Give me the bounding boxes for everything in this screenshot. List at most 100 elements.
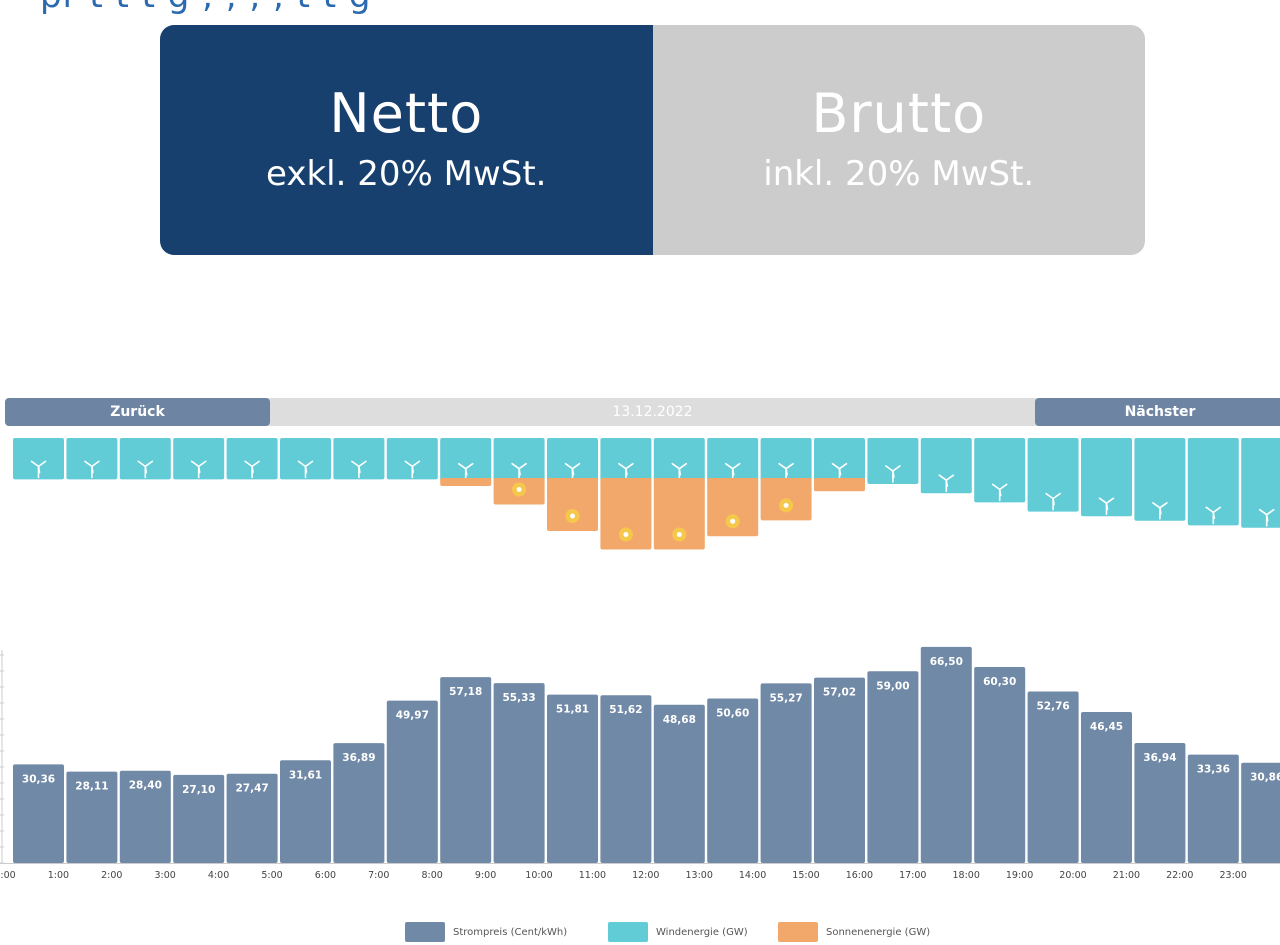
wind-bar[interactable] [226,438,278,480]
legend-swatch-price [405,922,445,942]
wind-bar[interactable] [814,438,865,482]
price-bar[interactable] [1134,742,1186,863]
price-bar[interactable] [814,677,865,863]
wind-bar[interactable] [867,438,919,484]
price-data-label: 28,11 [75,781,108,793]
x-tick-label: 6:00 [315,870,336,881]
wind-turbine-icon [297,460,314,479]
price-bar[interactable] [920,646,972,863]
price-bar[interactable] [440,677,492,863]
page-heading: pr t t t g , , , , t t g [40,0,372,16]
price-bar[interactable] [1081,712,1132,863]
price-bar[interactable] [386,700,438,863]
price-data-label: 57,18 [449,686,482,698]
wind-bar[interactable] [1187,438,1239,526]
brutto-option[interactable]: Brutto inkl. 20% MwSt. [652,25,1145,255]
price-bar[interactable] [547,694,598,863]
wind-bar[interactable] [1027,438,1079,512]
sun-icon [565,509,580,523]
wind-bar[interactable] [386,438,438,480]
price-data-label: 60,30 [983,676,1016,688]
wind-turbine-icon [1098,497,1115,515]
price-data-label: 33,36 [1197,764,1230,776]
wind-turbine-icon [885,465,901,483]
legend-swatch-wind [608,922,648,942]
legend-item-solar[interactable]: Sonnenenergie (GW) [778,922,930,942]
x-tick-label: 16:00 [846,870,873,881]
wind-bar[interactable] [1134,438,1186,521]
price-data-label: 36,89 [342,752,375,764]
x-tick-label: 19:00 [1006,870,1033,881]
wind-bar[interactable] [707,438,759,482]
price-bar[interactable] [867,671,919,863]
wind-bar[interactable] [760,438,812,482]
price-data-label: 27,47 [235,783,268,795]
price-bar[interactable] [280,760,331,863]
legend-item-price[interactable]: Strompreis (Cent/kWh) [405,922,567,942]
wind-bar[interactable] [280,438,331,480]
legend-item-wind[interactable]: Windenergie (GW) [608,922,748,942]
x-tick-label: 9:00 [475,870,496,881]
price-bar[interactable] [66,771,118,863]
price-bar[interactable] [707,698,759,863]
wind-bar[interactable] [600,438,652,482]
price-data-label: 52,76 [1036,701,1069,713]
price-bar[interactable] [1027,691,1079,863]
wind-bar[interactable] [440,438,492,482]
solar-bar[interactable] [600,478,652,550]
solar-bar[interactable] [814,478,865,492]
x-tick-label: 18:00 [953,870,980,881]
solar-bar[interactable] [653,478,705,550]
price-bar[interactable] [600,695,652,863]
price-bar[interactable] [333,743,385,863]
netto-subtitle: exkl. 20% MwSt. [266,154,547,194]
price-bar[interactable] [226,773,278,863]
solar-bar[interactable] [440,478,492,486]
price-bar[interactable] [760,683,812,863]
price-data-label: 49,97 [396,710,429,722]
price-bar[interactable] [119,770,171,863]
netto-option[interactable]: Netto exkl. 20% MwSt. [160,25,653,255]
solar-bar[interactable] [707,478,759,537]
previous-day-button[interactable]: Zurück [5,398,270,426]
price-data-label: 28,40 [129,780,162,792]
x-tick-label: 2:00 [101,870,122,881]
price-bar[interactable] [1241,762,1280,863]
wind-bar[interactable] [1241,438,1280,528]
chart-legend: Strompreis (Cent/kWh) Windenergie (GW) S… [0,922,1280,942]
price-bar[interactable] [13,764,64,863]
wind-bar[interactable] [920,438,972,494]
wind-bar[interactable] [66,438,118,480]
price-bar[interactable] [653,704,705,863]
wind-bar[interactable] [333,438,385,480]
price-data-label: 31,61 [289,769,322,781]
sun-icon [725,514,740,529]
wind-bar[interactable] [493,438,545,482]
wind-bar[interactable] [547,438,598,482]
price-bar[interactable] [493,683,545,863]
price-data-label: 55,33 [502,692,535,704]
wind-bar[interactable] [13,438,64,480]
price-bar[interactable] [1187,754,1239,863]
price-bar[interactable] [173,774,225,863]
sun-icon [618,527,633,542]
x-tick-label: 23:00 [1220,870,1247,881]
wind-bar[interactable] [1081,438,1132,517]
price-bar[interactable] [974,667,1026,863]
wind-turbine-icon [938,474,955,493]
next-day-button[interactable]: Nächster [1035,398,1280,426]
x-tick-label: 0:00 [0,870,16,881]
x-tick-label: 7:00 [368,870,389,881]
x-tick-label: 1:00 [48,870,69,881]
solar-bar[interactable] [547,478,598,531]
x-tick-label: 12:00 [632,870,659,881]
x-tick-label: 8:00 [422,870,443,881]
wind-bar[interactable] [173,438,225,480]
wind-turbine-icon [1045,492,1061,511]
wind-bar[interactable] [974,438,1026,503]
wind-turbine-icon [831,462,848,481]
wind-bar[interactable] [119,438,171,480]
wind-bar[interactable] [653,438,705,482]
price-data-label: 51,62 [609,704,642,716]
wind-turbine-icon [618,462,634,481]
